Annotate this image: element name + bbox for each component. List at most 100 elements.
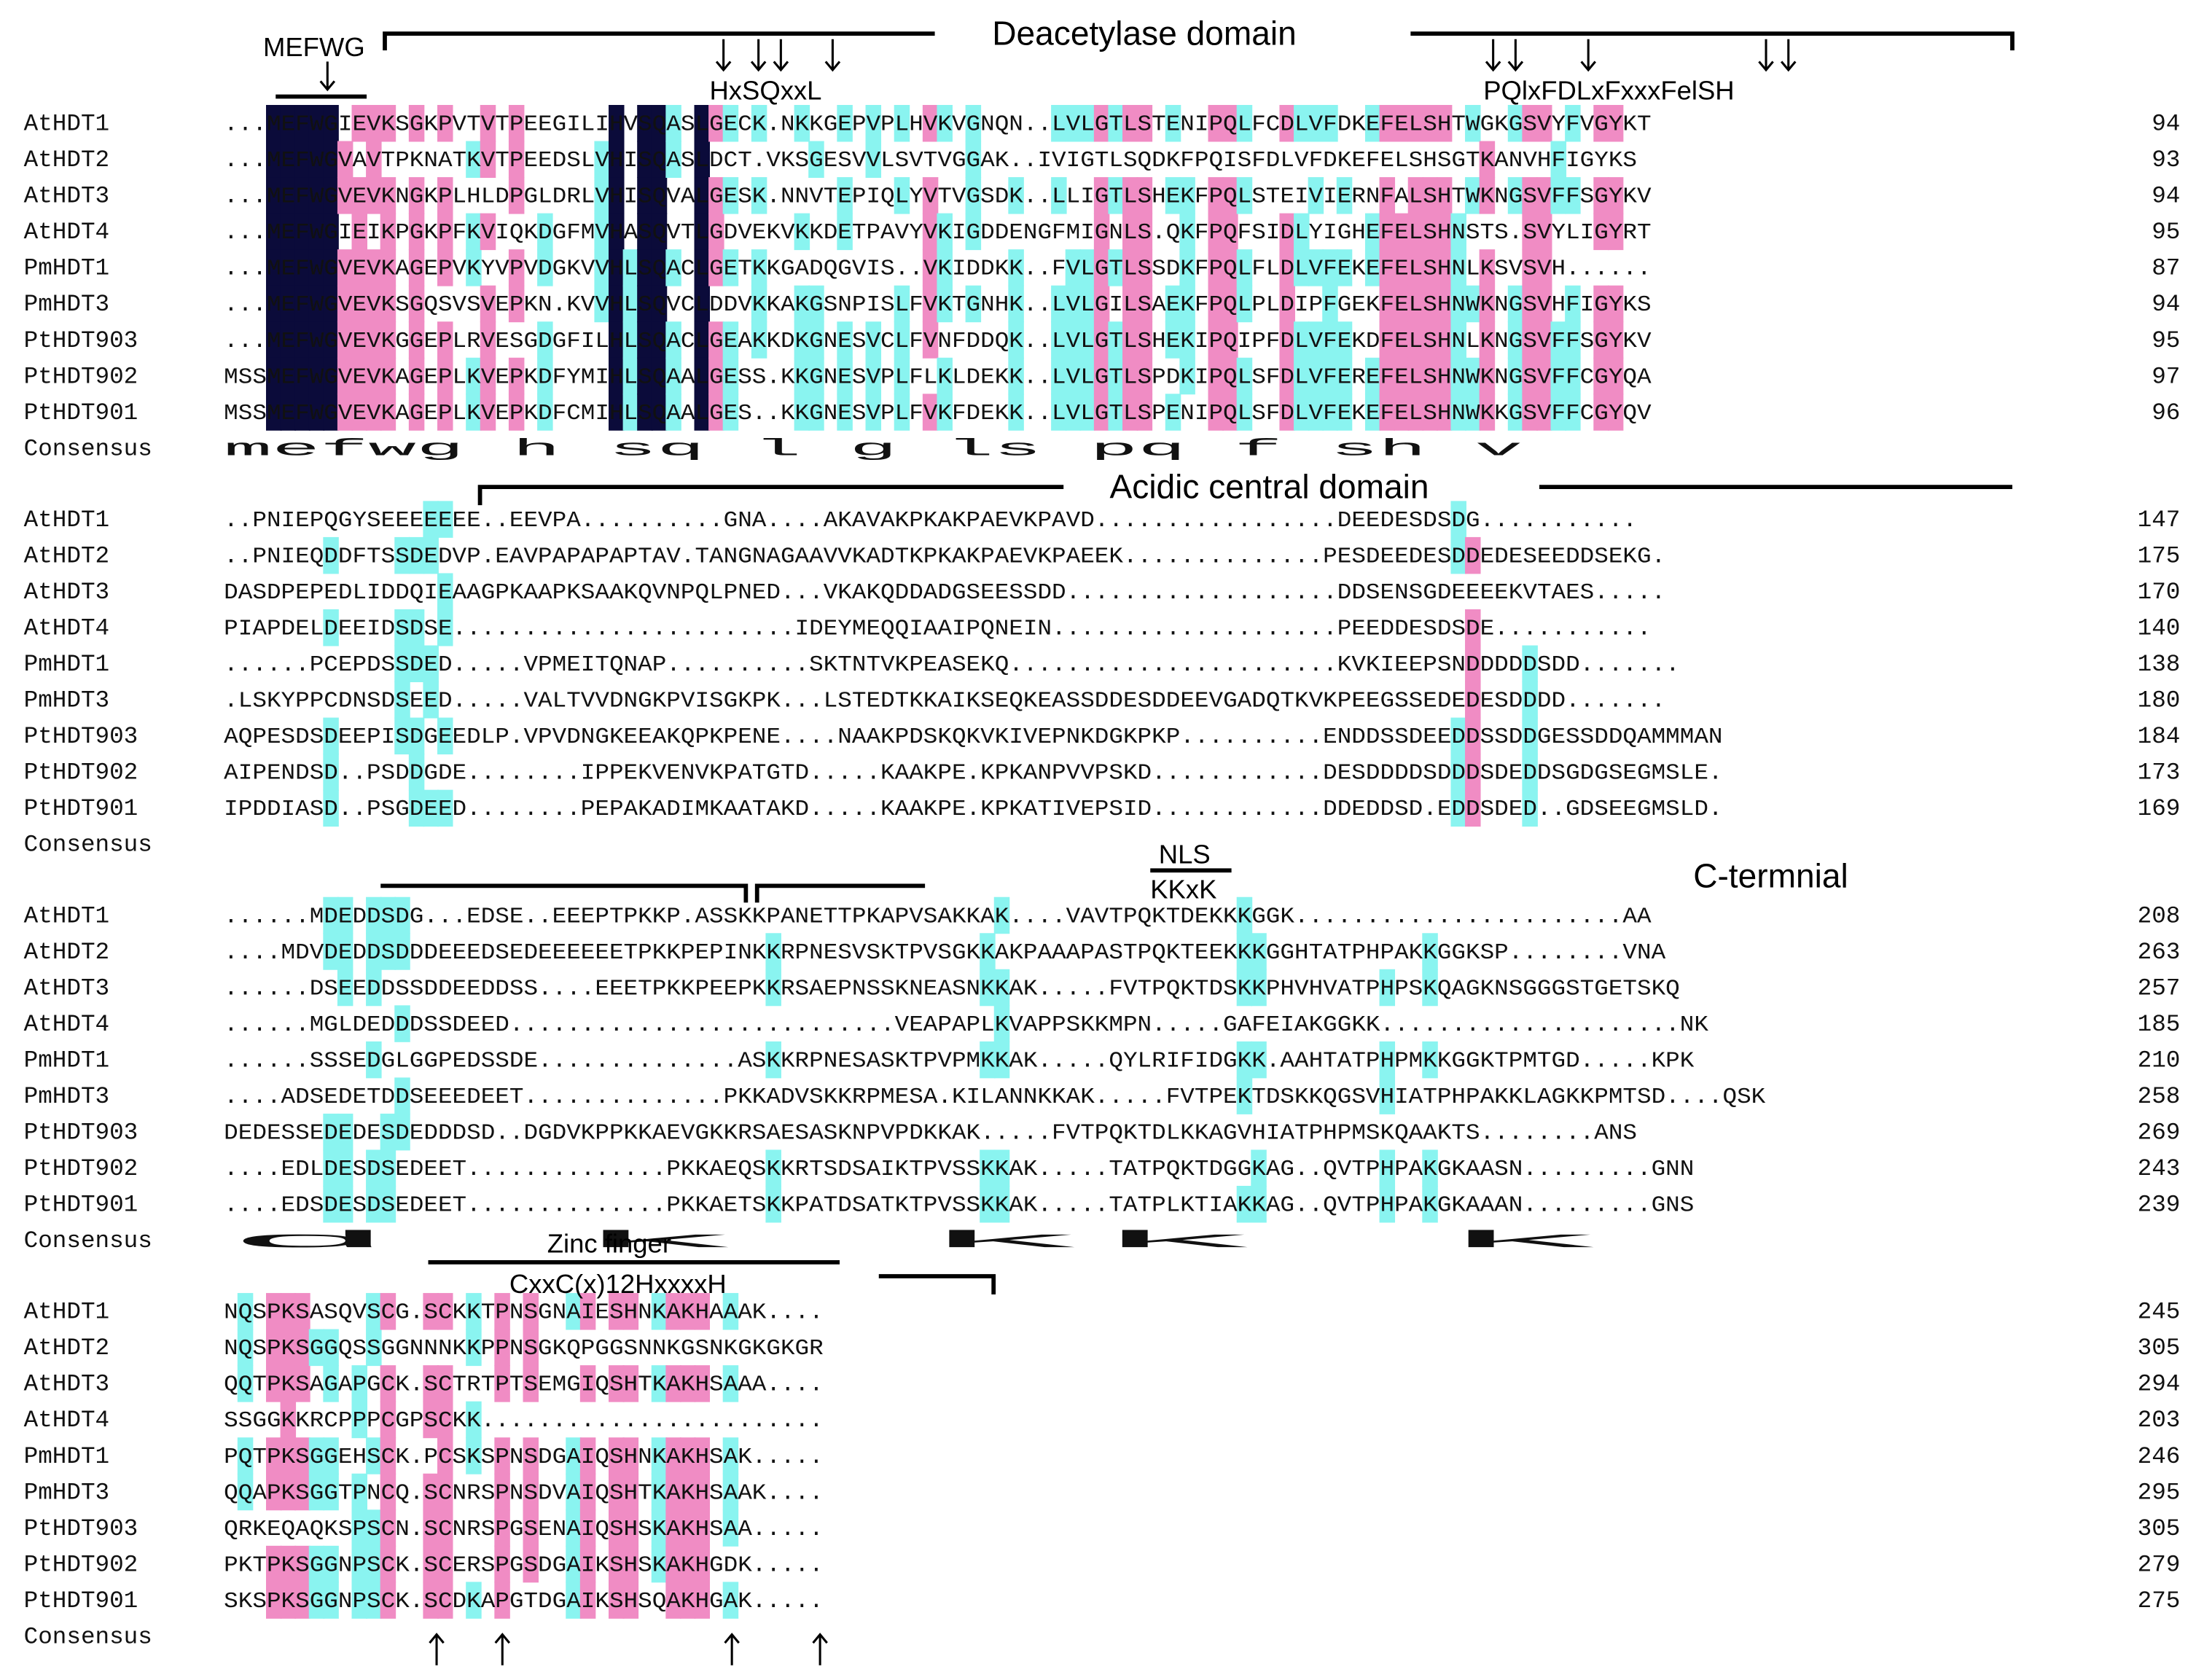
residue-highlight [1593,105,1609,142]
sequence-row: ......PCEPDSSDED.....VPMEITQNAP.........… [224,652,1680,678]
c-terminal-bar [878,1274,996,1294]
residue-highlight [651,177,668,214]
position-number: 185 [2138,1011,2181,1038]
residue-highlight [1222,285,1238,323]
residue-highlight [1550,141,1567,179]
residue-highlight [1122,249,1138,286]
sequence-row: ...MEFWGVEVKGGEPLRVESGDGFILHLSQACLGEAKKD… [224,329,1652,354]
residue-highlight [579,1473,596,1511]
residue-highlight [937,249,953,286]
residue-highlight [1479,394,1496,431]
residue-highlight [537,357,553,395]
residue-highlight [366,969,382,1007]
residue-highlight [323,754,339,791]
residue-highlight [594,213,610,251]
residue-highlight [437,394,453,431]
residue-highlight [1294,105,1310,142]
annotation-layer: MEFWG Deacetylase domain HxSQxxL PQlxFDL… [263,14,2015,1665]
residue-highlight [1122,285,1138,323]
sequence-name: PmHDT1 [24,651,109,678]
residue-highlight [337,249,353,286]
residue-highlight [1308,357,1324,395]
residue-highlight [1251,969,1267,1007]
position-number: 258 [2138,1083,2181,1110]
residue-highlight [1079,357,1095,395]
residue-highlight [1065,105,1082,142]
sequence-row: SKSPKSGGNPSCK.SCDKAPGTDGAIKSHSQAKHGAK...… [224,1589,824,1614]
residue-highlight [1179,357,1195,395]
residue-highlight [323,1113,339,1151]
residue-highlight [894,321,910,359]
residue-highlight [1422,249,1438,286]
residue-highlight [1108,357,1124,395]
residue-highlight [865,321,882,359]
residue-highlight [1179,321,1195,359]
deacetylase-domain-label: Deacetylase domain [992,14,1297,52]
residue-highlight [1394,357,1410,395]
residue-highlight [366,357,382,395]
residue-highlight [480,141,496,179]
sequence-row: ...MEFWGVEVKNGKPLHLDPGLDRLVHISQVALGESK.N… [224,184,1652,210]
residue-highlight [308,249,325,286]
residue-highlight [694,105,711,142]
residue-highlight [1479,357,1496,395]
residue-highlight [323,321,339,359]
residue-highlight [380,321,396,359]
residue-highlight [394,1113,410,1151]
sequence-name: AtHDT4 [24,219,109,246]
residue-highlight [1251,1041,1267,1079]
position-number: 239 [2138,1192,2181,1219]
residue-highlight [594,285,610,323]
residue-highlight [537,321,553,359]
residue-highlight [937,213,953,251]
residue-highlight [1222,213,1238,251]
residue-highlight [1522,645,1538,682]
residue-highlight [1322,321,1338,359]
residue-highlight [423,1293,439,1330]
residue-highlight [323,1437,339,1474]
sequence-name: PtHDT901 [24,399,138,426]
pqlx-arrows [1485,39,1797,72]
residue-highlight [1450,717,1466,755]
residue-highlight [993,969,1010,1007]
residue-highlight [423,645,439,682]
position-number: 263 [2138,939,2181,966]
residue-highlight [1236,177,1253,214]
residue-highlight [965,285,982,323]
residue-highlight [237,1473,254,1511]
sequence-row: ...MEFWGVEVKAGEPVKYVPVDGKVVHLSQACLGETKKG… [224,257,1651,282]
residue-highlight [1236,1041,1253,1079]
residue-highlight [1008,249,1024,286]
residue-highlight [1407,213,1424,251]
residue-highlight [1465,789,1481,827]
residue-highlight [609,177,625,214]
residue-highlight [508,177,525,214]
residue-highlight [1308,105,1324,142]
residue-highlight [366,105,382,142]
sequence-row: ......MGLDEDDDSSDEED....................… [224,1012,1708,1038]
residue-highlight [351,105,367,142]
residue-highlight [1236,969,1253,1007]
residue-highlight [523,1473,539,1511]
sequence-name: PmHDT3 [24,687,109,714]
residue-highlight [280,1293,297,1330]
residue-highlight [1093,357,1110,395]
sequence-name: PmHDT3 [24,291,109,318]
residue-highlight [323,285,339,323]
residue-highlight [1051,321,1067,359]
position-number: 175 [2138,542,2181,569]
residue-highlight [1208,105,1224,142]
residue-highlight [837,177,853,214]
residue-highlight [1479,141,1496,179]
position-number: 210 [2138,1047,2181,1074]
residue-highlight [337,285,353,323]
residue-highlight [380,1293,396,1330]
hxsq-arrows [715,39,841,72]
residue-highlight [237,1293,254,1330]
position-number: 169 [2138,795,2181,822]
residue-highlight [922,321,939,359]
residue-highlight [1379,1077,1396,1114]
residue-highlight [337,1186,353,1223]
residue-highlight [294,357,310,395]
